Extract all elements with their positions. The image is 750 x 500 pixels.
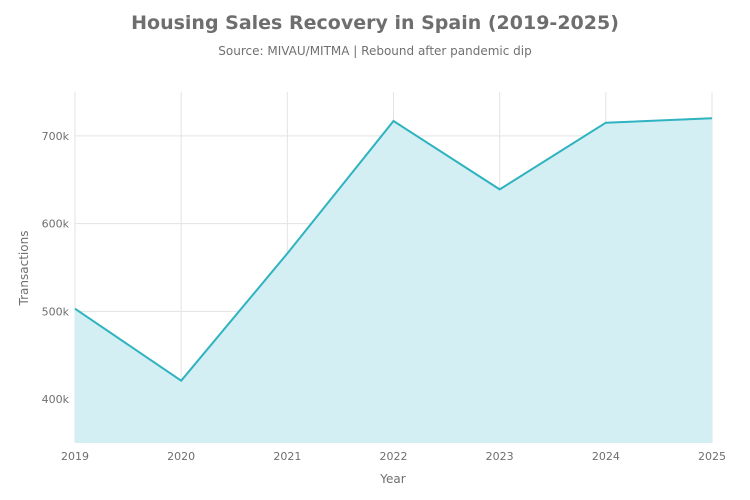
- x-axis-ticks: 2019 2020 2021 2022 2023 2024 2025: [61, 450, 726, 463]
- x-tick-label: 2020: [167, 450, 195, 463]
- x-tick-label: 2019: [61, 450, 89, 463]
- y-axis-ticks: 400k 500k 600k 700k: [42, 130, 70, 406]
- x-tick-label: 2024: [592, 450, 620, 463]
- y-tick-label: 700k: [42, 130, 70, 143]
- y-tick-label: 600k: [42, 218, 70, 231]
- series-line: [74, 117, 713, 383]
- series-area-fill: [75, 118, 712, 444]
- x-tick-label: 2022: [380, 450, 408, 463]
- y-tick-label: 400k: [42, 393, 70, 406]
- x-tick-label: 2021: [273, 450, 301, 463]
- data-points: [74, 118, 713, 381]
- chart-title: Housing Sales Recovery in Spain (2019-20…: [131, 12, 619, 34]
- chart-subtitle: Source: MIVAU/MITMA | Rebound after pand…: [218, 44, 532, 58]
- x-axis-title: Year: [379, 472, 405, 486]
- y-tick-label: 500k: [42, 305, 70, 318]
- x-tick-label: 2023: [486, 450, 514, 463]
- x-tick-label: 2025: [698, 450, 726, 463]
- y-axis-title: Transactions: [17, 231, 31, 307]
